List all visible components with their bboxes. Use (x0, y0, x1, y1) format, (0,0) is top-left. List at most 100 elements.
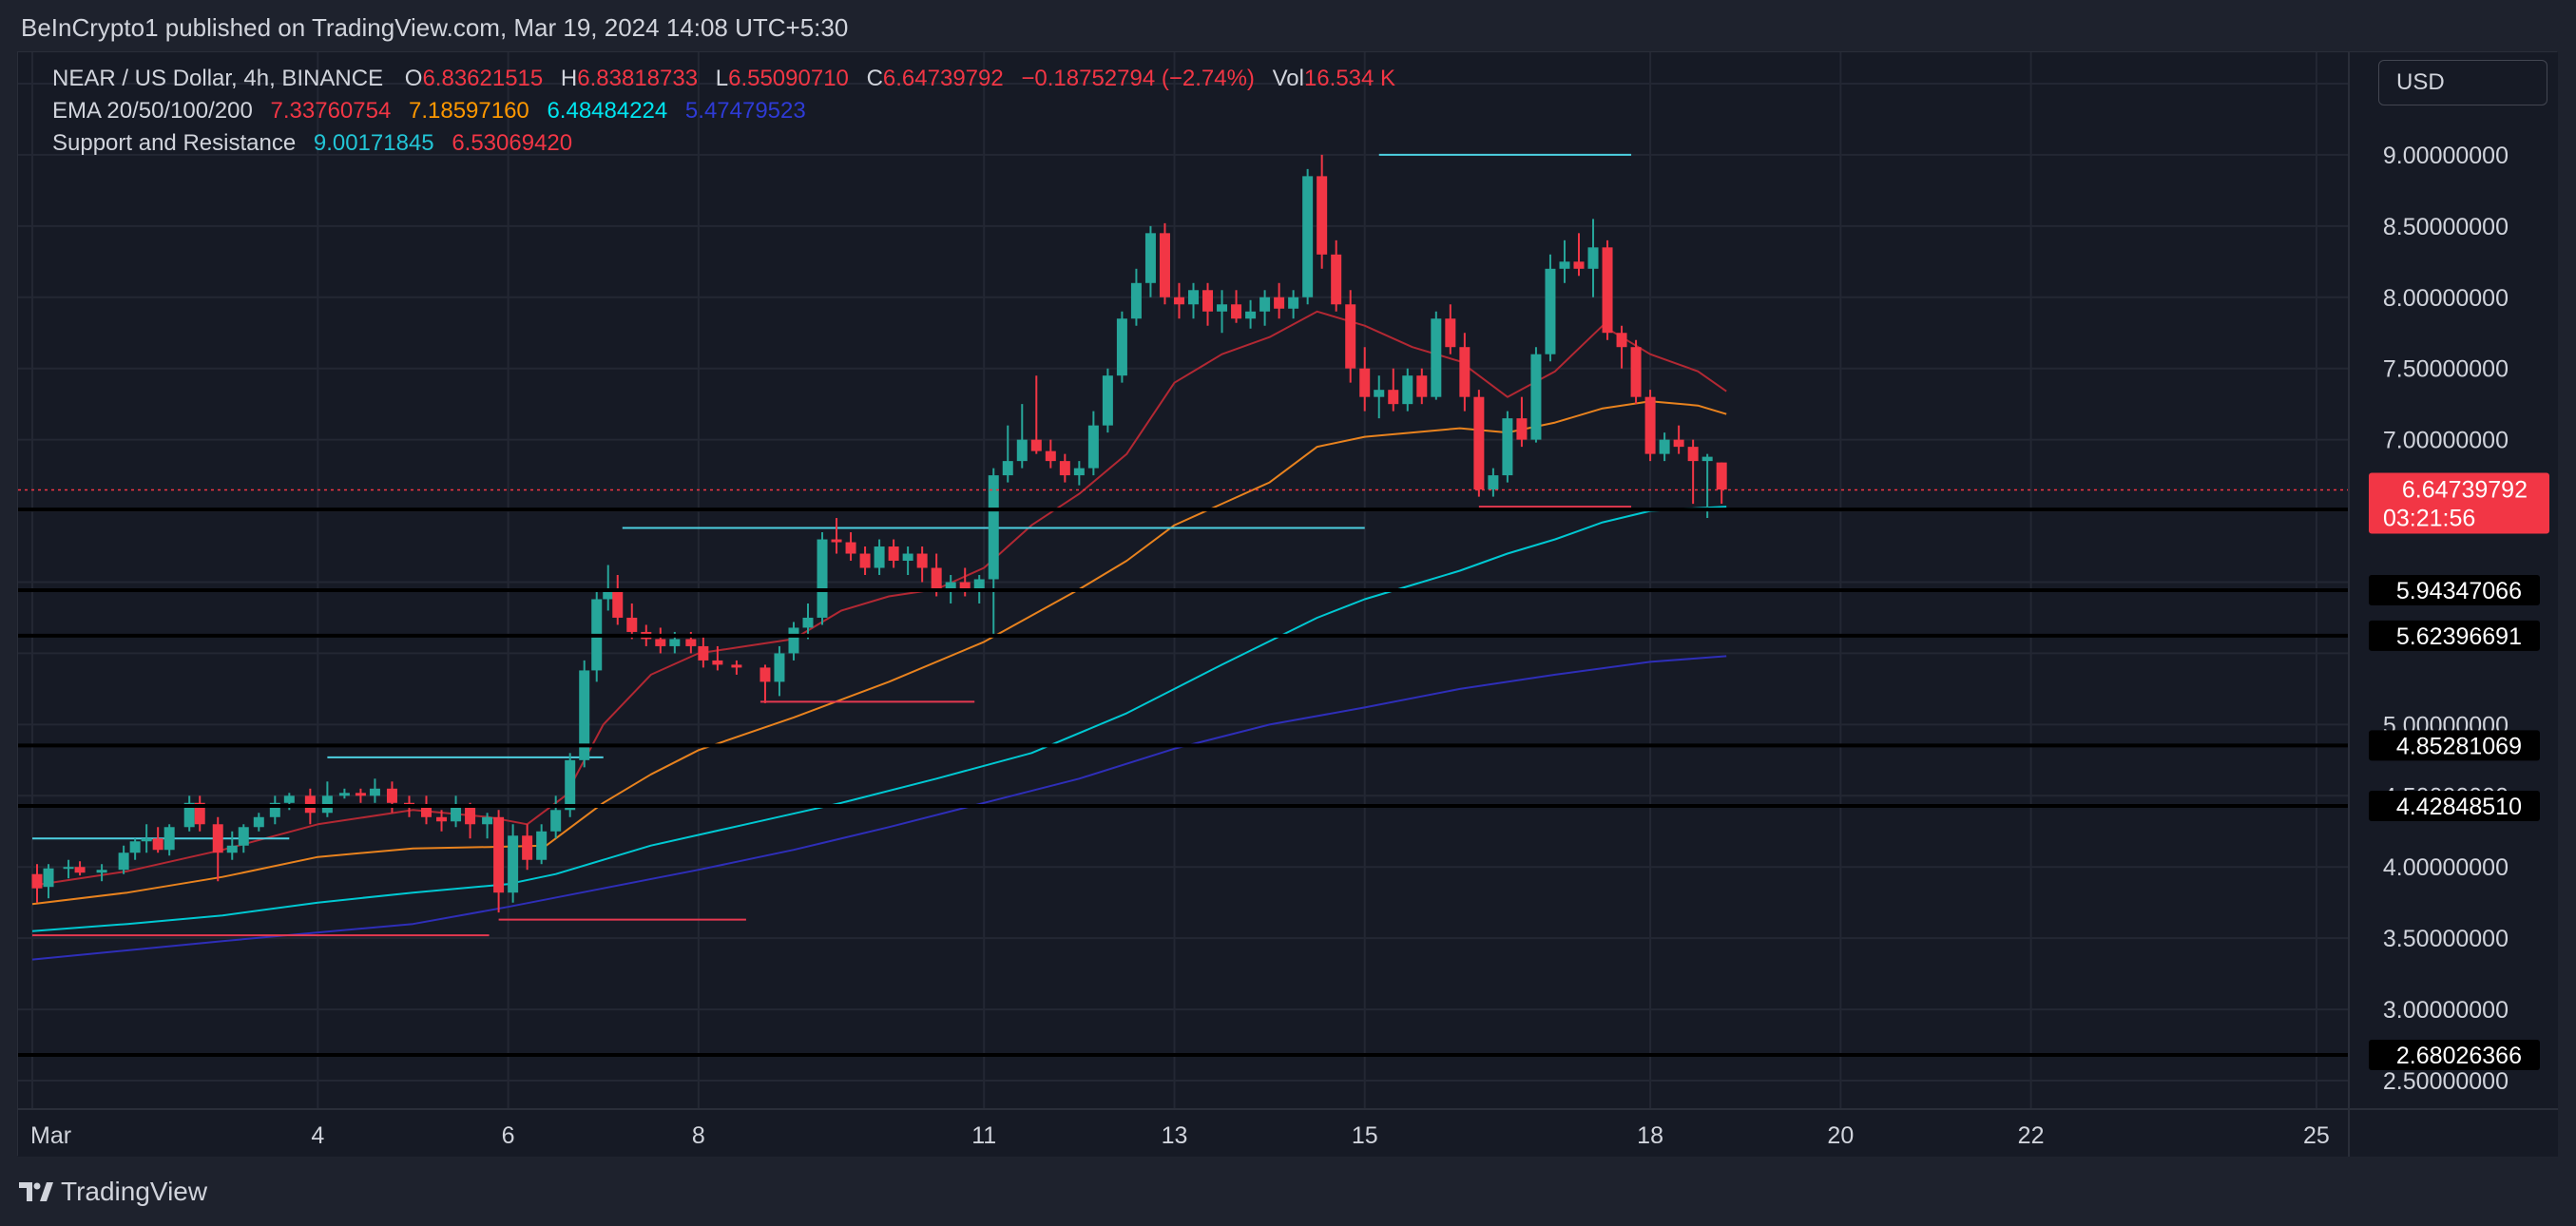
candle-body[interactable] (1659, 439, 1670, 454)
candle-body[interactable] (945, 582, 956, 589)
candle-body[interactable] (31, 873, 43, 889)
candle-body[interactable] (238, 827, 249, 846)
candle-body[interactable] (788, 627, 799, 654)
candle-body[interactable] (1188, 290, 1199, 305)
candle-body[interactable] (669, 639, 681, 646)
candle-body[interactable] (550, 810, 562, 832)
candle-body[interactable] (731, 664, 742, 668)
candle-body[interactable] (1245, 311, 1257, 319)
candle-body[interactable] (1016, 439, 1028, 462)
candle-body[interactable] (831, 539, 842, 543)
candle-body[interactable] (536, 831, 548, 860)
candle-body[interactable] (436, 816, 448, 822)
candle-body[interactable] (1516, 418, 1528, 440)
candle-body[interactable] (1416, 375, 1428, 397)
candle-body[interactable] (1473, 396, 1485, 490)
candle-body[interactable] (369, 788, 380, 796)
candle-body[interactable] (465, 807, 476, 825)
candle-body[interactable] (451, 807, 462, 822)
candle-body[interactable] (1374, 390, 1385, 397)
legend-ema-row[interactable]: EMA 20/50/100/200 7.33760754 7.18597160 … (52, 98, 806, 125)
candle-body[interactable] (386, 788, 397, 803)
candle-body[interactable] (338, 793, 350, 796)
candle-body[interactable] (269, 802, 280, 817)
candle-body[interactable] (1559, 261, 1570, 269)
candle-body[interactable] (118, 852, 129, 871)
candle-body[interactable] (1130, 282, 1142, 319)
candle-body[interactable] (1545, 268, 1556, 354)
candle-body[interactable] (802, 617, 814, 628)
candle-body[interactable] (1259, 297, 1271, 312)
candle-body[interactable] (1087, 425, 1099, 469)
candle-body[interactable] (579, 670, 590, 760)
candle-body[interactable] (1602, 247, 1613, 334)
candle-body[interactable] (1059, 461, 1070, 476)
candle-body[interactable] (1317, 176, 1328, 255)
currency-selector[interactable]: USD (2378, 60, 2547, 105)
candle-body[interactable] (482, 816, 493, 825)
candle-body[interactable] (43, 868, 54, 888)
candle-body[interactable] (973, 579, 985, 589)
candle-body[interactable] (902, 553, 913, 562)
candle-body[interactable] (712, 660, 723, 665)
price-chart[interactable]: 2.50000000 3.00000000 3.50000000 4.00000000… (18, 52, 2558, 1157)
candle-body[interactable] (1045, 450, 1056, 462)
candle-body[interactable] (1587, 247, 1599, 269)
candle-body[interactable] (1102, 375, 1113, 426)
candle-body[interactable] (96, 870, 107, 873)
candle-body[interactable] (1431, 318, 1442, 397)
candle-body[interactable] (655, 639, 666, 646)
candle-body[interactable] (183, 802, 195, 828)
candle-body[interactable] (1331, 254, 1342, 305)
candle-body[interactable] (565, 759, 576, 811)
legend-symbol[interactable]: NEAR / US Dollar, 4h, BINANCE (52, 66, 384, 91)
candle-body[interactable] (817, 539, 828, 618)
candle-body[interactable] (508, 835, 519, 893)
candle-body[interactable] (1616, 333, 1627, 348)
candle-body[interactable] (959, 582, 971, 589)
candle-body[interactable] (163, 827, 175, 851)
candle-body[interactable] (1116, 318, 1127, 376)
candle-body[interactable] (685, 639, 697, 646)
candle-body[interactable] (1673, 439, 1684, 448)
candle-body[interactable] (698, 645, 709, 661)
candle-body[interactable] (194, 802, 205, 825)
candle-body[interactable] (421, 807, 433, 817)
candle-body[interactable] (493, 816, 505, 893)
candle-body[interactable] (1701, 456, 1713, 462)
candle-body[interactable] (1231, 304, 1242, 319)
candle-body[interactable] (1030, 439, 1042, 451)
candle-body[interactable] (874, 546, 885, 568)
candle-body[interactable] (1402, 375, 1413, 405)
candle-body[interactable] (626, 617, 638, 632)
candle-body[interactable] (1445, 318, 1456, 348)
candle-body[interactable] (1217, 304, 1228, 312)
candle-body[interactable] (1502, 418, 1513, 476)
candle-body[interactable] (1144, 233, 1156, 283)
candle-body[interactable] (1488, 475, 1499, 490)
candle-body[interactable] (1159, 233, 1170, 297)
candle-body[interactable] (1687, 447, 1699, 462)
candle-body[interactable] (152, 838, 163, 851)
candle-body[interactable] (1716, 462, 1727, 490)
candle-body[interactable] (212, 824, 223, 853)
candle-body[interactable] (253, 816, 264, 828)
candle-body[interactable] (129, 841, 141, 853)
candle-body[interactable] (1345, 304, 1356, 369)
candle-body[interactable] (1073, 468, 1085, 476)
chart-panel[interactable]: 2.50000000 3.00000000 3.50000000 4.00000000… (17, 51, 2558, 1157)
candle-body[interactable] (1573, 261, 1585, 269)
candle-body[interactable] (141, 838, 152, 842)
candle-body[interactable] (1173, 297, 1184, 305)
candle-body[interactable] (63, 867, 74, 870)
candle-body[interactable] (1202, 290, 1214, 312)
candle-body[interactable] (603, 588, 614, 600)
tradingview-logo[interactable]: TradingView (19, 1177, 207, 1207)
candle-body[interactable] (355, 793, 366, 796)
candle-body[interactable] (226, 845, 238, 853)
candle-body[interactable] (1302, 176, 1314, 297)
candle-body[interactable] (283, 795, 295, 803)
candle-body[interactable] (888, 546, 899, 562)
candle-body[interactable] (1644, 396, 1656, 454)
candle-body[interactable] (612, 588, 624, 618)
